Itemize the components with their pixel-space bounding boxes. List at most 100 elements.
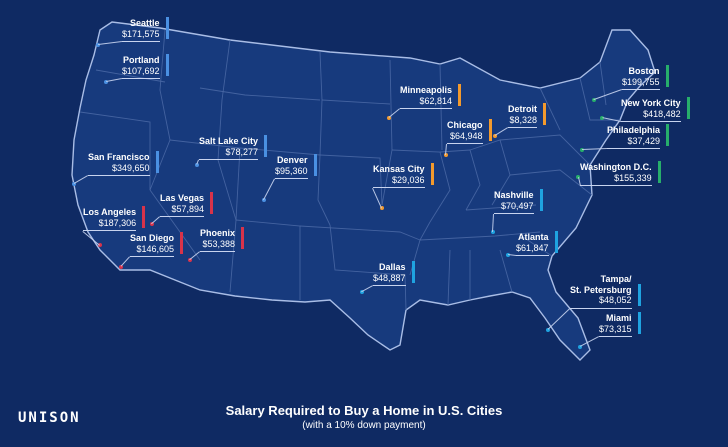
- city-dot: [580, 148, 584, 152]
- city-label: Salt Lake City $78,277: [199, 136, 259, 160]
- city-label: Kansas City $29,036: [373, 164, 425, 188]
- city-dot: [150, 222, 154, 226]
- city-label: Atlanta $61,847: [516, 232, 549, 256]
- city-salary: $8,328: [509, 114, 537, 125]
- city-dot: [360, 290, 364, 294]
- city-salary: $349,650: [111, 162, 150, 173]
- city-name: Atlanta: [518, 232, 549, 242]
- city-name: Los Angeles: [83, 207, 137, 217]
- city-salary: $171,575: [122, 28, 160, 39]
- city-name: Tampa/ St. Petersburg: [570, 274, 632, 295]
- unison-logo: UNISON: [18, 410, 81, 426]
- city-name: San Diego: [130, 233, 175, 243]
- city-salary: $155,339: [614, 172, 652, 183]
- city-label: Denver $95,360: [275, 155, 308, 179]
- city-salary: $78,277: [225, 146, 259, 157]
- city-label: Boston $199,755: [622, 66, 660, 90]
- city-salary: $70,497: [500, 200, 534, 211]
- city-salary: $61,847: [516, 242, 549, 253]
- city-bar: [540, 189, 543, 211]
- city-bar: [241, 227, 244, 249]
- city-name: Boston: [628, 66, 660, 76]
- city-label: Portland $107,692: [122, 55, 160, 79]
- city-bar: [180, 232, 183, 254]
- city-dot: [444, 153, 448, 157]
- city-dot: [491, 230, 495, 234]
- city-label: Nashville $70,497: [494, 190, 534, 214]
- city-salary: $418,482: [643, 108, 681, 119]
- city-bar: [166, 17, 169, 39]
- city-bar: [314, 154, 317, 176]
- city-dot: [493, 134, 497, 138]
- city-dot: [188, 258, 192, 262]
- city-bar: [555, 231, 558, 253]
- city-salary: $64,948: [449, 130, 483, 141]
- city-name: Nashville: [494, 190, 534, 200]
- city-label: Chicago $64,948: [447, 120, 483, 144]
- city-dot: [96, 43, 100, 47]
- city-name: New York City: [621, 98, 681, 108]
- city-label: Miami $73,315: [599, 313, 632, 337]
- city-bar: [666, 65, 669, 87]
- city-dot: [592, 98, 596, 102]
- city-salary: $146,605: [136, 243, 175, 254]
- city-salary: $48,052: [598, 295, 632, 305]
- city-salary: $187,306: [98, 217, 137, 228]
- city-bar: [543, 103, 546, 125]
- map-title: Salary Required to Buy a Home in U.S. Ci…: [225, 403, 503, 418]
- city-label: Dallas $48,887: [373, 262, 406, 286]
- city-name: San Francisco: [88, 152, 150, 162]
- city-label: Las Vegas $57,894: [160, 193, 205, 217]
- city-label: Tampa/ St. Petersburg $48,052: [570, 274, 632, 309]
- city-label: New York City $418,482: [621, 98, 681, 122]
- city-label: Los Angeles $187,306: [83, 207, 137, 231]
- city-label: Phoenix $53,388: [200, 228, 236, 252]
- city-dot: [262, 198, 266, 202]
- city-salary: $73,315: [599, 323, 632, 334]
- city-name: Las Vegas: [160, 193, 205, 203]
- city-salary: $57,894: [171, 203, 205, 214]
- city-bar: [658, 161, 661, 183]
- city-name: Phoenix: [200, 228, 236, 238]
- city-name: Dallas: [379, 262, 406, 272]
- city-bar: [431, 163, 434, 185]
- city-bar: [666, 124, 669, 146]
- city-name: Denver: [277, 155, 308, 165]
- city-bar: [687, 97, 690, 119]
- city-label: Washington D.C. $155,339: [580, 162, 652, 186]
- city-bar: [264, 135, 267, 157]
- city-name: Miami: [606, 313, 632, 323]
- city-label: San Francisco $349,650: [88, 152, 150, 176]
- city-bar: [638, 312, 641, 334]
- city-dot: [104, 80, 108, 84]
- city-name: Detroit: [508, 104, 537, 114]
- city-bar: [156, 151, 159, 173]
- city-bar: [412, 261, 415, 283]
- city-salary: $107,692: [122, 65, 160, 76]
- city-bar: [142, 206, 145, 228]
- us-outline: [71, 21, 656, 361]
- state-borders: [79, 29, 620, 311]
- city-salary: $29,036: [391, 174, 425, 185]
- city-dot: [380, 206, 384, 210]
- city-dot: [576, 175, 580, 179]
- city-salary: $62,814: [419, 95, 453, 106]
- city-dot: [98, 243, 102, 247]
- city-bar: [458, 84, 461, 106]
- city-salary: $48,887: [373, 272, 406, 283]
- city-name: Minneapolis: [400, 85, 453, 95]
- city-label: Philadelphia $37,429: [607, 125, 661, 149]
- city-dot: [546, 328, 550, 332]
- city-bar: [638, 284, 641, 306]
- city-name: Portland: [123, 55, 160, 65]
- city-name: Seattle: [130, 18, 160, 28]
- city-label: Minneapolis $62,814: [400, 85, 453, 109]
- city-label: San Diego $146,605: [130, 233, 175, 257]
- map-subtitle: (with a 10% down payment): [302, 420, 426, 431]
- city-salary: $37,429: [627, 135, 661, 146]
- city-dot: [387, 116, 391, 120]
- city-dot: [600, 116, 604, 120]
- city-bar: [489, 119, 492, 141]
